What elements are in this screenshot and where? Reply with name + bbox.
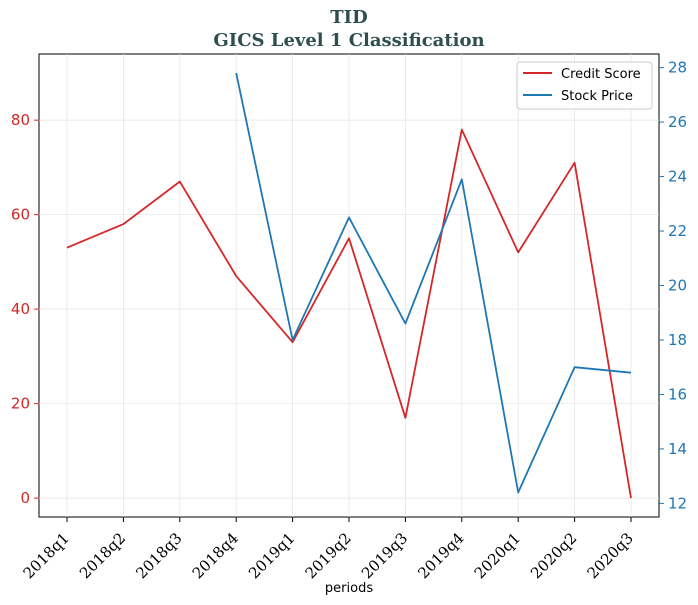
x-tick-label-2019q2: 2019q2 [302,529,355,582]
chart-subtitle: GICS Level 1 Classification [213,30,484,51]
y-right-tick-label-20: 20 [668,277,687,295]
x-tick-label-2019q3: 2019q3 [358,529,411,582]
y-right-tick-label-24: 24 [668,168,687,186]
x-tick-label-2019q1: 2019q1 [245,529,298,582]
y-left-tick-label-80: 80 [11,111,30,129]
y-right-tick-label-22: 22 [668,222,687,240]
y-right-tick-label-16: 16 [668,385,687,403]
y-left-tick-label-20: 20 [11,395,30,413]
grid-lines [39,54,659,517]
y-right-tick-label-26: 26 [668,113,687,131]
y-right-tick-label-28: 28 [668,59,687,77]
legend-label-credit-score: Credit Score [561,67,641,82]
y-right-tick-label-12: 12 [668,494,687,512]
y-left-tick-label-60: 60 [11,206,30,224]
x-axis-label: periods [325,581,373,596]
x-tick-label-2018q3: 2018q3 [132,529,185,582]
series-line-stock-price [235,72,632,494]
y-right-tick-label-14: 14 [668,440,687,458]
legend-label-stock-price: Stock Price [561,89,633,104]
y-right-tick-label-18: 18 [668,331,687,349]
x-tick-label-2018q1: 2018q1 [20,529,73,582]
x-tick-label-2020q3: 2020q3 [584,529,637,582]
chart-title: TID [330,7,367,28]
y-left-tick-label-40: 40 [11,300,30,318]
y-left-tick-label-0: 0 [20,489,30,507]
x-tick-label-2020q1: 2020q1 [471,529,524,582]
series-line-credit-score [66,128,632,499]
x-tick-label-2018q4: 2018q4 [189,529,242,582]
series-lines [66,72,632,499]
x-tick-label-2018q2: 2018q2 [76,529,129,582]
legend: Credit Score Stock Price [516,61,653,110]
x-tick-label-2019q4: 2019q4 [414,529,467,582]
x-tick-label-2020q2: 2020q2 [527,529,580,582]
